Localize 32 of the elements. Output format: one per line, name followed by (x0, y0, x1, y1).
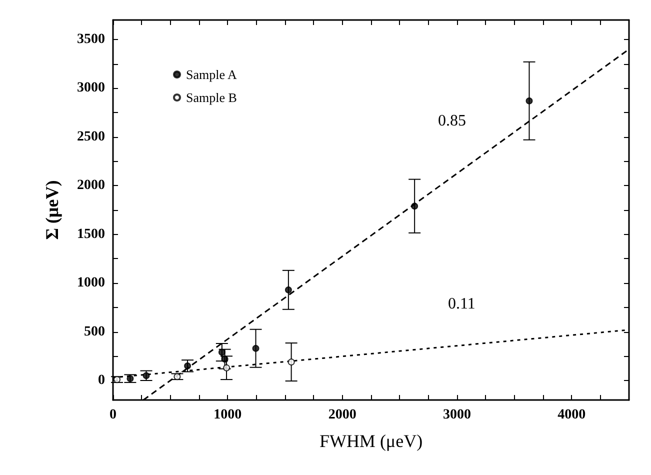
point (114, 376, 121, 384)
y-tick-label: 2500 (77, 129, 105, 144)
x-tick-label: 1000 (214, 408, 242, 422)
annotation: 0.85 (438, 112, 466, 130)
point (252, 344, 260, 352)
y-tick-label: 2000 (77, 178, 105, 194)
point (218, 348, 226, 356)
point (174, 373, 181, 380)
point (184, 362, 192, 370)
point (142, 372, 150, 380)
annotation: 0.11 (448, 296, 476, 312)
y-tick-label: 1000 (77, 276, 105, 291)
x-tick-label: 0 (110, 408, 116, 422)
y-tick-label: 3000 (77, 80, 105, 96)
point (223, 364, 230, 372)
y-tick-label: 3500 (77, 32, 105, 47)
legend-label: Sample A (186, 67, 238, 82)
point (411, 202, 418, 210)
y-tick-label: 0 (98, 373, 105, 388)
y-tick-label: 500 (84, 324, 105, 340)
point (126, 375, 134, 382)
x-tick-label: 3000 (443, 408, 471, 422)
y-axis-title: Σ (μeV) (42, 180, 62, 240)
x-tick-label: 4000 (558, 408, 586, 422)
point (221, 356, 228, 363)
legend-label: Sample B (186, 90, 238, 105)
point (284, 286, 292, 294)
point (288, 358, 295, 366)
point (526, 97, 533, 104)
x-axis-title: FWHM (μeV) (319, 431, 423, 451)
y-tick-label: 1500 (77, 226, 105, 242)
x-tick-label: 2000 (328, 408, 356, 422)
